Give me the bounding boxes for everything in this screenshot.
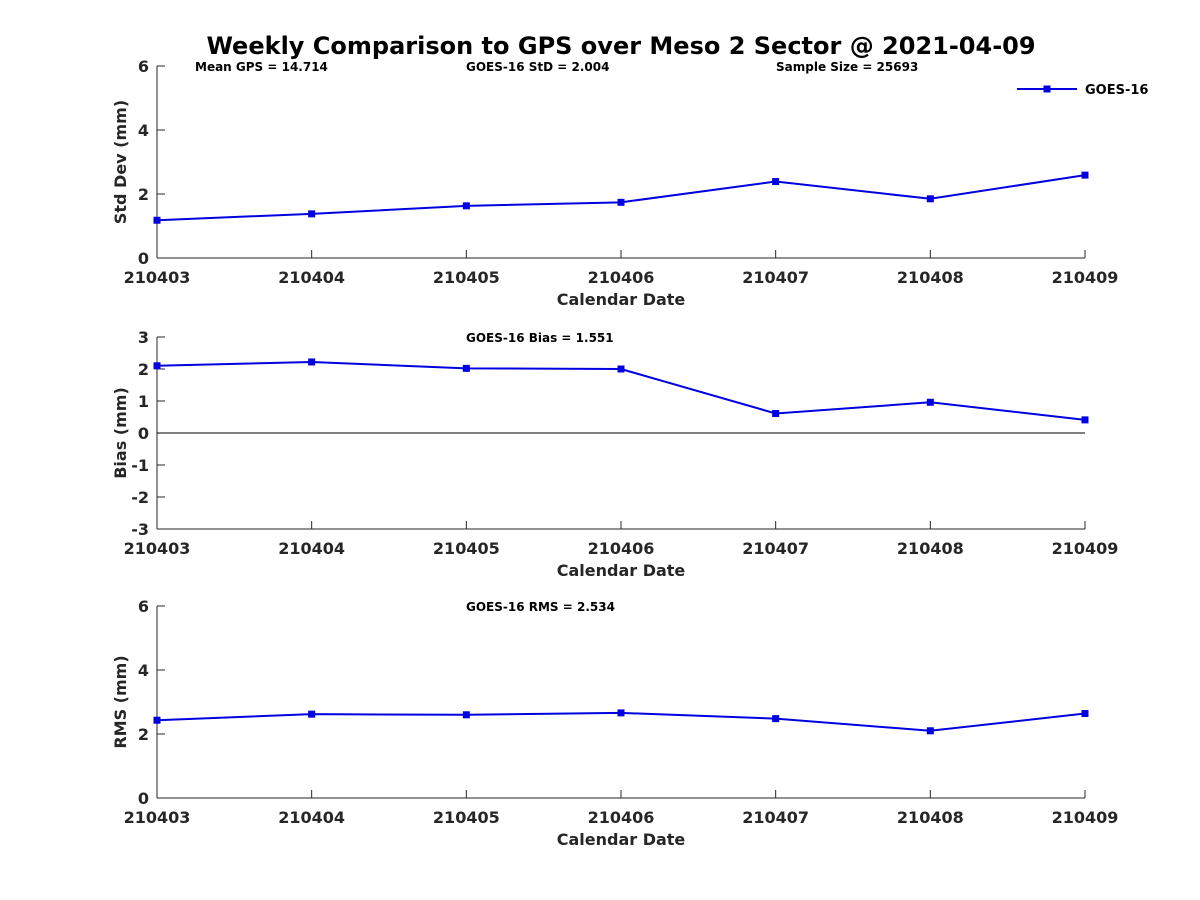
x-tick-label: 210403	[124, 268, 191, 287]
data-point	[1081, 710, 1089, 718]
x-tick-label: 210409	[1052, 268, 1119, 287]
x-tick-label: 210403	[124, 808, 191, 827]
x-tick-label: 210407	[742, 539, 809, 558]
data-point	[462, 711, 470, 719]
data-point	[153, 216, 161, 224]
annotation-text: GOES-16 RMS = 2.534	[466, 600, 615, 614]
data-point	[926, 195, 934, 203]
data-point	[617, 709, 625, 717]
data-point	[1081, 171, 1089, 179]
annotation-text: Mean GPS = 14.714	[195, 60, 328, 74]
y-tick-label: 0	[138, 249, 149, 268]
legend: GOES-16	[1017, 83, 1148, 98]
x-tick-label: 210409	[1052, 539, 1119, 558]
x-tick-label: 210409	[1052, 808, 1119, 827]
series-line-std	[156, 174, 1086, 222]
x-tick-label: 210406	[588, 268, 655, 287]
data-point	[772, 409, 780, 417]
panel-rms: 0 2 4 6 210403 210404 210405 210406 210407 210408…	[111, 597, 1118, 849]
x-tick-label: 210408	[897, 539, 964, 558]
y-tick-label: 6	[138, 597, 149, 616]
data-point	[1081, 416, 1089, 424]
panel-bias: -3 -2 -1 0 1 2 3 210403 210404 210405 210406 210407…	[111, 328, 1118, 580]
y-axis-label: Bias (mm)	[111, 387, 130, 479]
data-point	[308, 710, 316, 718]
data-point	[153, 362, 161, 370]
data-point	[308, 210, 316, 218]
x-tick-label: 210404	[278, 539, 345, 558]
x-tick-label: 210403	[124, 539, 191, 558]
legend-marker	[1043, 85, 1051, 93]
annotation-text: GOES-16 StD = 2.004	[466, 60, 609, 74]
data-point	[617, 365, 625, 373]
data-point	[926, 398, 934, 406]
y-tick-label: 2	[138, 360, 149, 379]
annotation-text: GOES-16 Bias = 1.551	[466, 331, 614, 345]
chart-title: Weekly Comparison to GPS over Meso 2 Sec…	[206, 32, 1035, 60]
y-tick-label: 1	[138, 392, 149, 411]
x-tick-label: 210404	[278, 808, 345, 827]
data-point	[462, 202, 470, 210]
x-tick-label: 210406	[588, 539, 655, 558]
y-tick-label: 6	[138, 57, 149, 76]
x-axis-label: Calendar Date	[557, 290, 686, 309]
x-tick-label: 210406	[588, 808, 655, 827]
data-point	[153, 716, 161, 724]
data-point	[772, 715, 780, 723]
y-tick-label: 2	[138, 185, 149, 204]
y-tick-label: 0	[138, 424, 149, 443]
y-tick-label: -3	[131, 520, 149, 539]
annotation-text: Sample Size = 25693	[776, 60, 918, 74]
panel-std: 0 2 4 6 210403 210404 210405 210406 210407 210408…	[111, 57, 1118, 309]
x-tick-label: 210405	[433, 539, 500, 558]
y-tick-label: -1	[131, 456, 149, 475]
data-point	[926, 727, 934, 735]
data-point	[772, 178, 780, 186]
y-tick-label: 2	[138, 725, 149, 744]
x-tick-label: 210405	[433, 268, 500, 287]
data-point	[617, 198, 625, 206]
y-axis-label: RMS (mm)	[111, 655, 130, 748]
legend-label: GOES-16	[1085, 83, 1148, 98]
y-tick-label: 4	[138, 121, 149, 140]
x-axis-label: Calendar Date	[557, 830, 686, 849]
y-tick-label: 0	[138, 789, 149, 808]
x-tick-label: 210405	[433, 808, 500, 827]
x-tick-label: 210407	[742, 808, 809, 827]
data-point	[308, 358, 316, 366]
x-axis-label: Calendar Date	[557, 561, 686, 580]
y-tick-label: 3	[138, 328, 149, 347]
y-axis-label: Std Dev (mm)	[111, 100, 130, 224]
y-tick-label: 4	[138, 661, 149, 680]
data-point	[462, 364, 470, 372]
x-tick-label: 210407	[742, 268, 809, 287]
y-tick-label: -2	[131, 488, 149, 507]
x-tick-label: 210408	[897, 808, 964, 827]
x-tick-label: 210408	[897, 268, 964, 287]
x-tick-label: 210404	[278, 268, 345, 287]
